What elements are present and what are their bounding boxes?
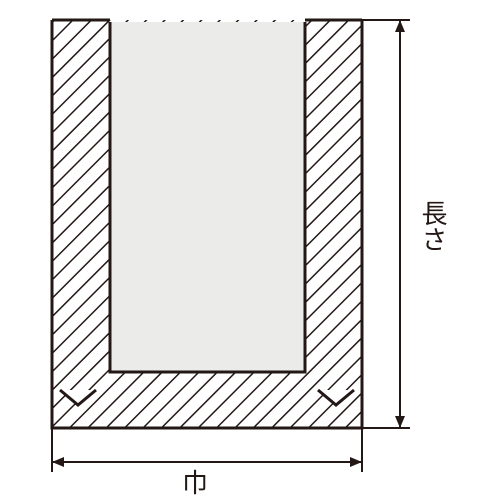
length-arrow-top: [395, 20, 405, 32]
inner-cavity: [110, 22, 305, 372]
length-label: 長さ: [420, 200, 446, 252]
width-arrow-left: [52, 457, 64, 467]
width-arrow-right: [350, 457, 362, 467]
length-arrow-bottom: [395, 416, 405, 428]
width-label: 巾: [182, 470, 208, 496]
